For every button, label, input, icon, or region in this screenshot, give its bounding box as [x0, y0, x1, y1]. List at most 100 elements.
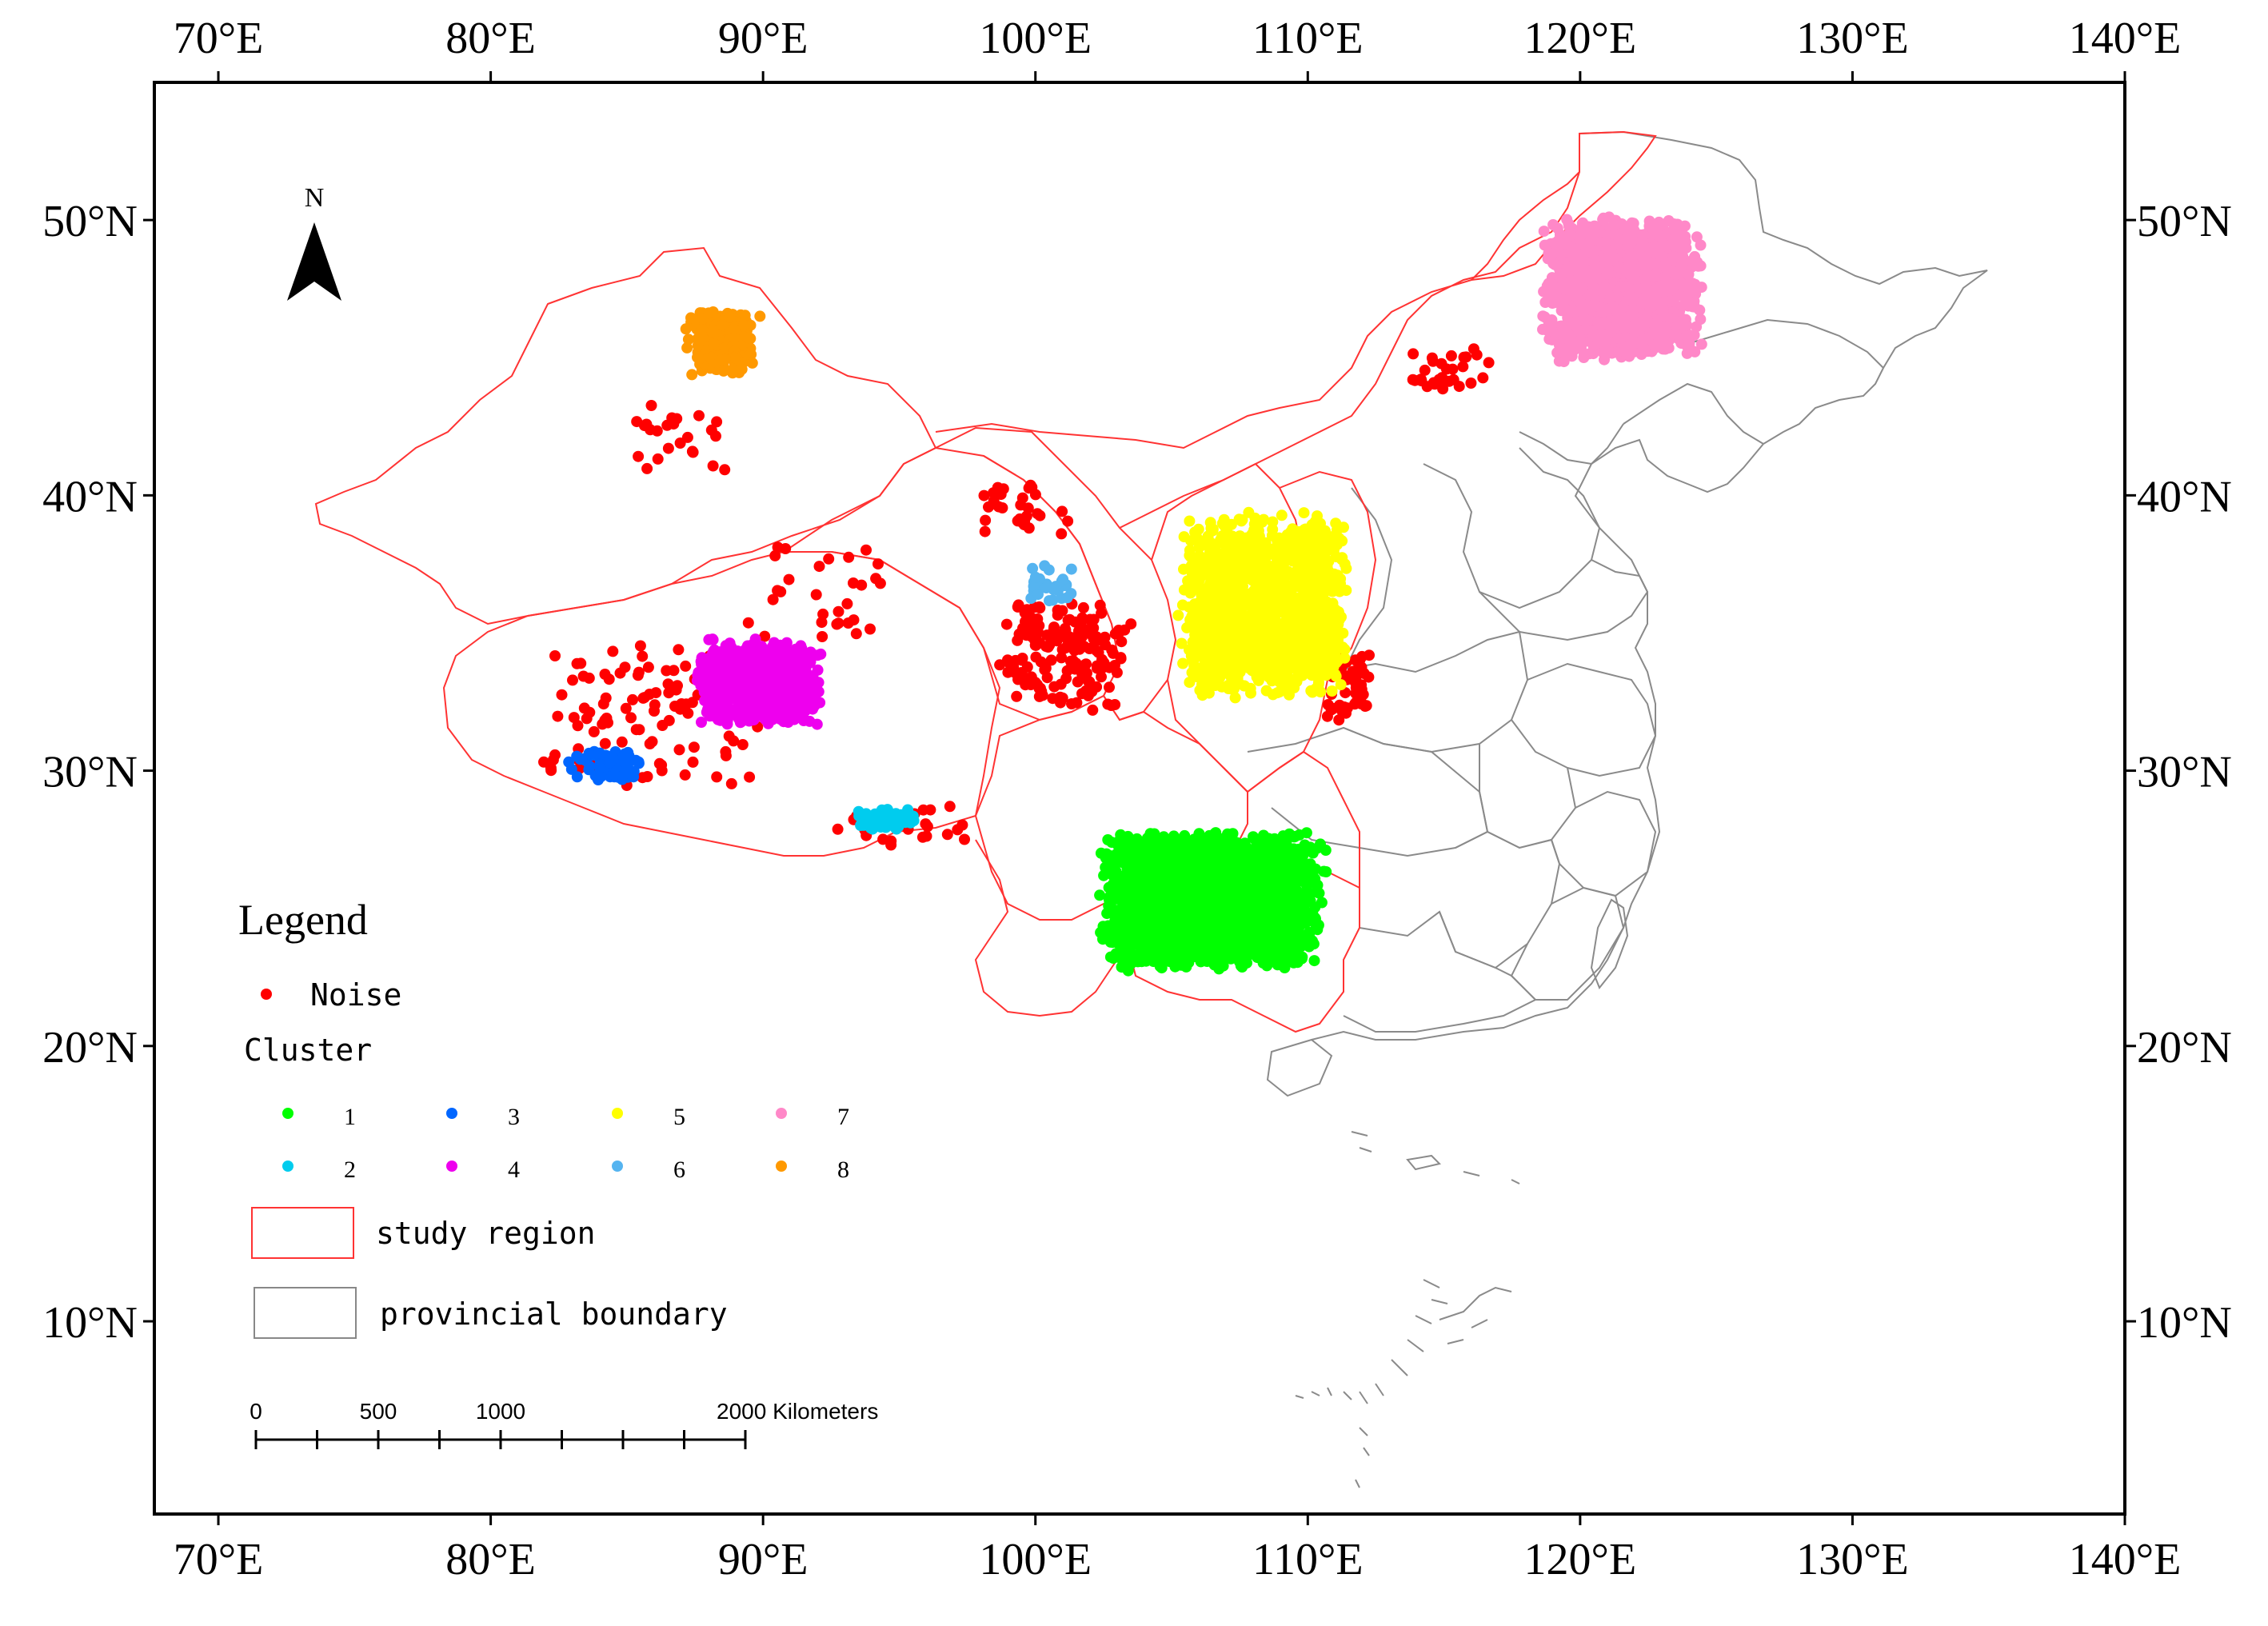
cluster-4-point: [775, 673, 787, 685]
cluster-1-point: [1308, 912, 1320, 924]
bottom-lon-label: 110°E: [1252, 1535, 1364, 1584]
cluster-4-point: [717, 667, 729, 679]
noise-point: [1112, 625, 1124, 636]
noise-point: [1070, 657, 1082, 669]
noise-point: [759, 630, 771, 642]
top-lon-label: 140°E: [2069, 14, 2182, 63]
noise-point: [1106, 644, 1118, 656]
noise-point: [644, 738, 656, 749]
noise-point: [625, 712, 637, 724]
cluster-1-point: [1180, 913, 1192, 925]
noise-point: [813, 561, 825, 573]
cluster-3-point: [607, 753, 619, 765]
noise-point: [1336, 706, 1348, 718]
noise-point: [841, 597, 853, 609]
noise-point: [1096, 671, 1107, 683]
cluster-1-point: [1106, 837, 1118, 849]
provincial-boundary-liaoning: [1623, 382, 1764, 445]
noise-point: [578, 702, 590, 714]
cluster-1-point: [1176, 954, 1188, 966]
noise-point: [719, 464, 731, 476]
cluster-1-point: [1196, 841, 1208, 853]
cluster-1-point: [1287, 928, 1298, 940]
cluster-4-point: [740, 671, 752, 683]
noise-point: [1011, 690, 1023, 702]
bottom-lon-label: 140°E: [2069, 1535, 2182, 1584]
noise-point: [638, 692, 650, 704]
cluster-1-point: [1176, 840, 1188, 852]
noise-point: [662, 678, 674, 690]
noise-point: [674, 437, 686, 449]
noise-point: [599, 737, 611, 749]
study-region-boundaries: [314, 130, 1657, 1033]
top-lon-label: 110°E: [1252, 14, 1364, 63]
study-region-northeast-strip: [1471, 171, 1580, 281]
cluster-1-point: [1268, 953, 1280, 965]
cluster-4-point: [696, 717, 707, 728]
noise-point: [860, 544, 872, 556]
cluster-1-point: [1222, 866, 1234, 878]
cluster-3-point: [574, 753, 586, 765]
bottom-lon-label: 100°E: [979, 1535, 1092, 1584]
cluster-5-point: [1276, 509, 1288, 521]
cluster-1-point: [1276, 937, 1288, 949]
cluster-1-point: [1308, 955, 1320, 967]
cluster-1-point: [1229, 936, 1241, 948]
cluster-4-point: [696, 652, 708, 664]
noise-point: [687, 756, 699, 768]
noise-point: [645, 400, 657, 411]
noise-point: [1447, 363, 1459, 375]
noise-point: [633, 450, 645, 462]
noise-point: [1056, 528, 1068, 540]
noise-point: [1447, 374, 1459, 386]
noise-point: [673, 644, 685, 656]
noise-point: [679, 769, 691, 781]
noise-point: [1356, 650, 1368, 662]
noise-point: [979, 525, 991, 537]
bottom-lon-label: 90°E: [718, 1535, 809, 1584]
cluster-4-point: [758, 669, 770, 681]
left-lat-label: 40°N: [42, 472, 138, 521]
noise-point: [870, 573, 882, 585]
cluster-1-point: [1193, 919, 1205, 931]
cluster-1-point: [1122, 965, 1134, 977]
cluster-4-point: [732, 645, 744, 657]
cluster-4-point: [770, 639, 782, 651]
noise-point: [572, 720, 584, 732]
noise-point: [1030, 639, 1042, 651]
noise-point: [637, 650, 649, 662]
cluster-1-point: [1110, 877, 1122, 889]
top-lon-label: 130°E: [1796, 14, 1909, 63]
noise-point: [673, 744, 685, 756]
provincial-boundary-hebei: [1423, 447, 1601, 609]
noise-point: [1029, 489, 1041, 501]
noise-point: [653, 757, 665, 769]
cluster-1-point: [1241, 957, 1252, 969]
noise-point: [1045, 654, 1057, 666]
bottom-lon-label: 120°E: [1524, 1535, 1637, 1584]
provincial-boundary-jilin: [1687, 318, 1884, 369]
cluster-1-point: [1140, 901, 1152, 913]
noise-point: [1096, 607, 1108, 619]
noise-point: [597, 718, 609, 730]
cluster-1-point: [1148, 917, 1160, 929]
noise-point: [657, 720, 669, 731]
right-lat-label: 40°N: [2137, 472, 2232, 521]
cluster-1-point: [1151, 895, 1163, 906]
top-lon-label: 90°E: [718, 14, 809, 63]
bottom-lon-label: 70°E: [174, 1535, 264, 1584]
cluster-1-point: [1148, 861, 1160, 873]
noise-point: [620, 702, 632, 714]
right-lat-label: 10°N: [2137, 1298, 2232, 1348]
cluster-4-point: [698, 686, 710, 698]
cluster-1-point: [1156, 881, 1168, 893]
cluster-4-point: [780, 713, 792, 725]
cluster-1-point: [1287, 905, 1299, 917]
cluster-4-point: [778, 658, 790, 670]
cluster-1-point: [1138, 844, 1150, 856]
cluster-1-point: [1105, 927, 1117, 938]
cluster-5-point: [1340, 585, 1352, 597]
provincial-boundaries: [1247, 130, 1988, 1488]
noise-point: [634, 640, 646, 652]
noise-point: [600, 692, 612, 704]
